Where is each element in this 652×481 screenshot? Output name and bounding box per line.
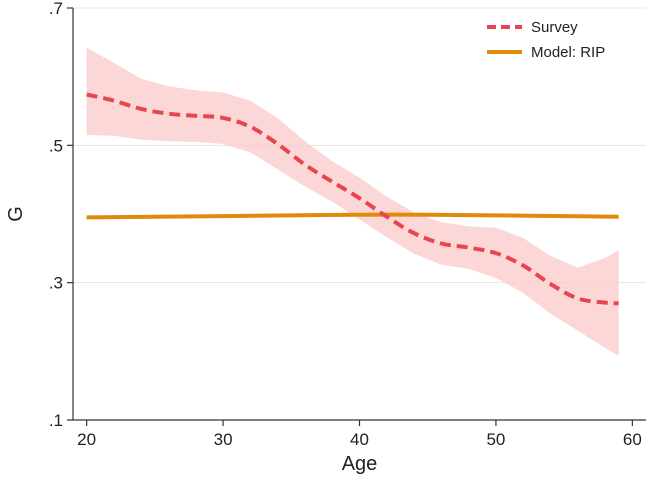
x-tick-label-3: 50 [486, 430, 505, 449]
y-axis-ticks: .1 .3 .5 .7 [49, 0, 73, 430]
x-axis-title: Age [342, 453, 378, 475]
y-tick-label-2: .5 [49, 136, 63, 155]
series-lines [86, 92, 619, 306]
confidence-bands [86, 47, 619, 357]
x-axis-ticks: 20 30 40 50 60 [77, 420, 642, 449]
confidence-band-0 [86, 47, 619, 357]
x-tick-label-2: 40 [350, 430, 369, 449]
legend-label-0: Survey [531, 19, 578, 36]
y-tick-label-1: .3 [49, 274, 63, 293]
x-tick-label-1: 30 [214, 430, 233, 449]
y-axis-title: G [5, 206, 27, 222]
legend-label-1: Model: RIP [531, 44, 605, 61]
series-line-0 [86, 92, 619, 306]
y-tick-label-0: .1 [49, 411, 63, 430]
x-tick-label-0: 20 [77, 430, 96, 449]
x-tick-label-4: 60 [623, 430, 642, 449]
legend: Survey Model: RIP [487, 19, 605, 61]
y-tick-label-3: .7 [49, 0, 63, 18]
series-line-1 [86, 212, 619, 220]
